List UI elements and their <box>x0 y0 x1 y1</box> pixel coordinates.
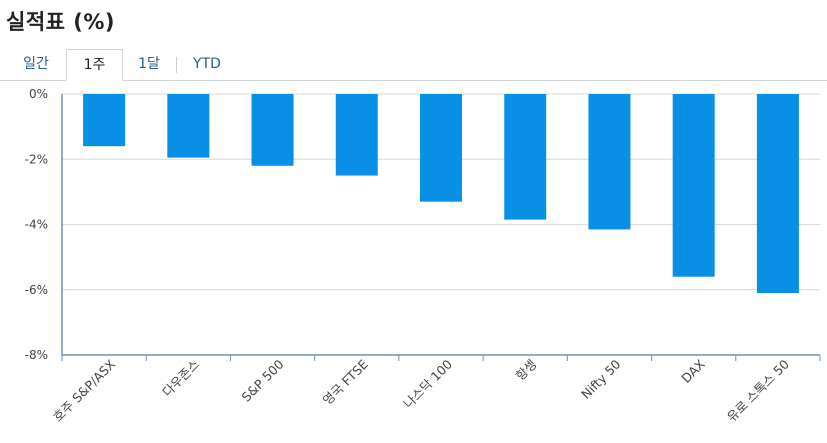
tab-1-month[interactable]: 1달 <box>138 56 160 72</box>
tab-separator <box>176 57 177 73</box>
x-tick-label: DAX <box>678 356 708 386</box>
x-tick-label: Nifty 50 <box>578 356 623 401</box>
x-tick-label: 항셍 <box>512 357 539 384</box>
tab-1-week[interactable]: 1주 <box>66 49 123 81</box>
bar <box>672 94 715 277</box>
y-tick-label: -4% <box>25 218 48 232</box>
bar <box>420 94 462 202</box>
x-tick-label: S&P 500 <box>239 356 287 404</box>
bar <box>588 94 631 230</box>
y-tick-label: -8% <box>25 348 48 362</box>
x-tick-label: 영국 FTSE <box>320 356 371 407</box>
chart-title: 실적표 (%) <box>6 10 116 34</box>
bar <box>83 94 126 147</box>
bar <box>756 94 799 294</box>
bar <box>251 94 294 166</box>
x-tick-label: 유로 스톡스 50 <box>724 356 792 424</box>
y-tick-label: -2% <box>25 152 48 166</box>
bar <box>504 94 547 220</box>
tab-daily[interactable]: 일간 <box>23 56 49 72</box>
y-tick-label: 0% <box>29 87 48 101</box>
x-tick-label: 호주 S&P/ASX <box>50 356 119 425</box>
bar <box>167 94 210 158</box>
tab-ytd[interactable]: YTD <box>193 56 221 72</box>
bar <box>335 94 378 176</box>
x-tick-label: 나스닥 100 <box>400 356 455 411</box>
x-tick-label: 다우존스 <box>159 357 202 400</box>
y-tick-label: -6% <box>25 283 48 297</box>
period-tabs: 일간 1주 1달 YTD <box>0 49 827 81</box>
